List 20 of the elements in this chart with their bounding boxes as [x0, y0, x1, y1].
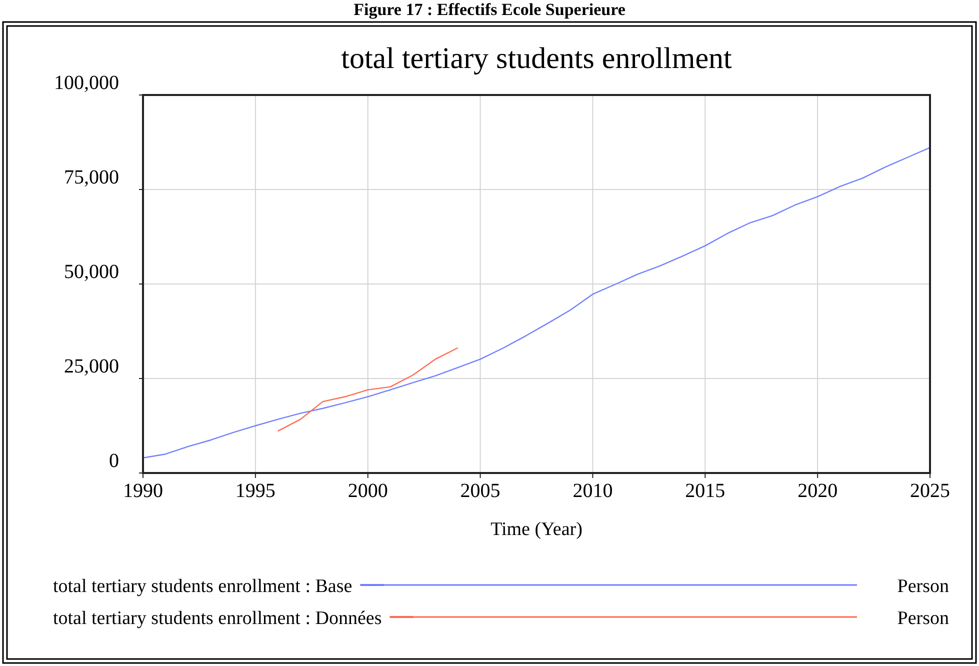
- x-tick-label: 2010: [572, 480, 613, 502]
- x-tick-label: 2020: [798, 480, 838, 502]
- y-tick-label: 75,000: [64, 166, 119, 188]
- x-tick-label: 2005: [460, 480, 500, 502]
- y-tick-label: 0: [109, 450, 119, 472]
- legend-label: total tertiary students enrollment : Base: [53, 576, 352, 597]
- x-tick-label: 2015: [685, 480, 726, 502]
- caption: Figure 17 : Effectifs Ecole Superieure: [354, 0, 626, 19]
- y-tick-label: 50,000: [64, 261, 119, 283]
- x-tick-label: 2025: [910, 480, 950, 502]
- legend-label: total tertiary students enrollment : Données: [53, 608, 382, 629]
- x-axis-title: Time (Year): [490, 519, 582, 540]
- x-tick-label: 1990: [123, 480, 163, 502]
- x-tick-label: 2000: [348, 480, 388, 502]
- y-tick-label: 100,000: [54, 72, 119, 94]
- y-tick-label: 25,000: [64, 356, 119, 378]
- text: Person: [897, 608, 950, 629]
- x-tick-label: 1995: [235, 480, 276, 502]
- text: Person: [897, 576, 950, 597]
- chart-title: total tertiary students enrollment: [341, 42, 733, 75]
